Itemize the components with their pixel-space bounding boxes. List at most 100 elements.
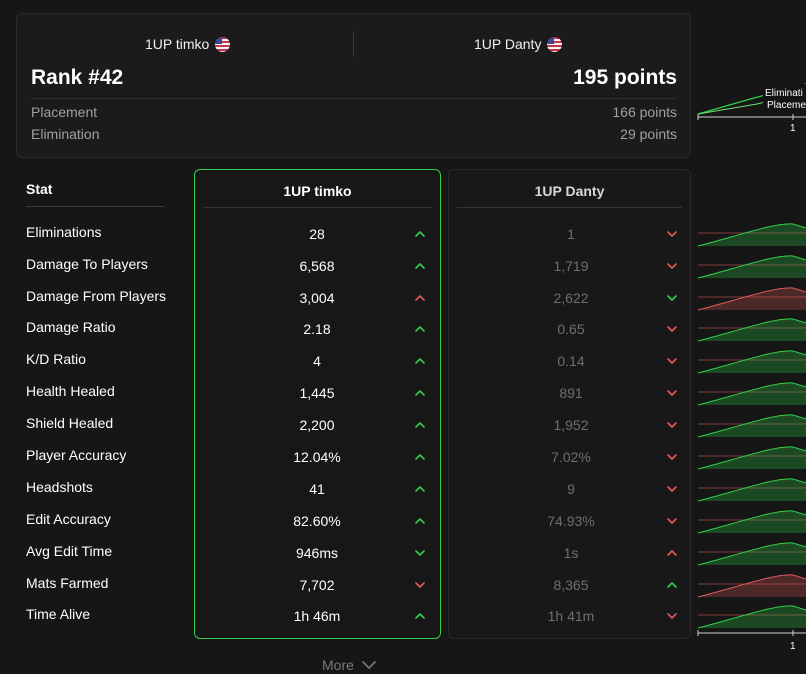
chevron-down-icon bbox=[414, 579, 426, 591]
placement-points: 166 points bbox=[612, 104, 677, 120]
us-flag-icon bbox=[547, 36, 563, 52]
player1-name: 1UP timko bbox=[145, 36, 210, 52]
stat-label: Damage To Players bbox=[26, 256, 148, 272]
sparkline-line bbox=[697, 510, 806, 534]
sparkline-area bbox=[698, 510, 806, 533]
sparkline-line bbox=[697, 574, 806, 598]
sparklines: Eliminati Placeme 1 1 bbox=[697, 83, 806, 652]
player2-stat-value: 1s bbox=[563, 545, 579, 561]
chevron-up-icon bbox=[414, 451, 426, 463]
sparkline-area bbox=[698, 223, 806, 246]
more-button[interactable]: More bbox=[322, 657, 376, 673]
top-chart-axis-label: 1 bbox=[790, 123, 796, 134]
sparkline-line bbox=[697, 605, 806, 629]
stat-label: Health Healed bbox=[26, 383, 115, 399]
player2-stat-value: 9 bbox=[567, 481, 575, 497]
chevron-down-icon bbox=[666, 387, 678, 399]
sparkline-line bbox=[697, 414, 806, 438]
sparkline-line bbox=[697, 478, 806, 502]
sparkline-line bbox=[697, 287, 806, 311]
player1-stat-value: 2.18 bbox=[303, 321, 331, 337]
bottom-chart-axis-label: 1 bbox=[790, 641, 796, 652]
player1-stat-value: 2,200 bbox=[299, 417, 335, 433]
player2-stat-value: 74.93% bbox=[547, 513, 595, 529]
sparkline-area bbox=[698, 318, 806, 341]
chevron-up-icon bbox=[414, 387, 426, 399]
divider bbox=[31, 98, 676, 99]
player1-column-header: 1UP timko bbox=[283, 183, 352, 199]
player2-stat-value: 7.02% bbox=[551, 449, 591, 465]
us-flag-icon bbox=[215, 36, 231, 52]
stat-label: Damage From Players bbox=[26, 288, 167, 304]
player1-stat-value: 1h 46m bbox=[293, 608, 341, 624]
rank-label: Rank #42 bbox=[31, 66, 124, 89]
player2-tag[interactable]: 1UP Danty bbox=[474, 36, 563, 52]
sparkline-area bbox=[698, 382, 806, 405]
chevron-up-icon bbox=[414, 292, 426, 304]
player2-stat-value: 1h 41m bbox=[547, 608, 595, 624]
chevron-down-icon bbox=[666, 323, 678, 335]
player1-stats-column[interactable]: 1UP timko 28 6,568 3,004 2.18 4 1,445 2,200 12.… bbox=[194, 169, 441, 639]
sparkline-line bbox=[697, 318, 806, 342]
chevron-up-icon bbox=[666, 547, 678, 559]
player2-stat-value: 0.65 bbox=[557, 321, 585, 337]
stat-label: Damage Ratio bbox=[26, 319, 116, 335]
trend-sparklines-panel: Eliminati Placeme 1 1 bbox=[697, 0, 806, 674]
sparkline-area bbox=[698, 350, 806, 373]
sparkline-area bbox=[698, 287, 806, 310]
player2-stat-value: 1,719 bbox=[553, 258, 589, 274]
chevron-up-icon bbox=[414, 355, 426, 367]
stat-label: Time Alive bbox=[26, 606, 91, 622]
stat-label: Headshots bbox=[26, 479, 93, 495]
player1-stat-value: 946ms bbox=[295, 545, 339, 561]
player2-stat-value: 1,952 bbox=[553, 417, 589, 433]
player2-stat-value: 8,365 bbox=[553, 577, 589, 593]
top-chart-label-1: Eliminati bbox=[765, 88, 803, 99]
sparkline-line bbox=[697, 255, 806, 279]
chevron-down-icon bbox=[666, 260, 678, 272]
player1-stat-value: 7,702 bbox=[299, 577, 335, 593]
divider bbox=[203, 207, 432, 208]
elimination-points: 29 points bbox=[620, 126, 677, 142]
chevron-up-icon bbox=[414, 610, 426, 622]
chevron-up-icon bbox=[414, 483, 426, 495]
sparkline-line bbox=[697, 382, 806, 406]
elimination-label: Elimination bbox=[31, 126, 100, 142]
top-chart-tooltip bbox=[763, 84, 806, 114]
player2-stat-value: 1 bbox=[567, 226, 575, 242]
stat-label: Avg Edit Time bbox=[26, 543, 113, 559]
player2-column-header: 1UP Danty bbox=[534, 183, 605, 199]
chevron-down-icon bbox=[414, 547, 426, 559]
chevron-down-icon bbox=[666, 228, 678, 240]
placement-label: Placement bbox=[31, 104, 98, 120]
stat-label: Shield Healed bbox=[26, 415, 114, 431]
sparkline-area bbox=[698, 478, 806, 501]
chevron-down-icon bbox=[666, 451, 678, 463]
stat-column-header: Stat bbox=[26, 181, 53, 197]
player2-stat-value: 891 bbox=[559, 385, 583, 401]
sparkline-line bbox=[697, 542, 806, 566]
sparkline-area bbox=[698, 542, 806, 565]
player2-stats-column[interactable]: 1UP Danty 1 1,719 2,622 0.65 0.14 891 1,952 7.0… bbox=[448, 169, 691, 639]
chevron-down-icon bbox=[666, 292, 678, 304]
player1-stat-value: 82.60% bbox=[293, 513, 341, 529]
sparkline-area bbox=[698, 255, 806, 278]
player1-stat-value: 1,445 bbox=[299, 385, 335, 401]
chevron-down-icon bbox=[666, 419, 678, 431]
player1-stat-value: 41 bbox=[309, 481, 325, 497]
stat-label: Eliminations bbox=[26, 224, 102, 240]
player1-tag[interactable]: 1UP timko bbox=[145, 36, 231, 52]
chevron-down-icon bbox=[666, 515, 678, 527]
divider bbox=[26, 206, 165, 207]
chevron-up-icon bbox=[414, 228, 426, 240]
chevron-up-icon bbox=[666, 579, 678, 591]
chevron-up-icon bbox=[414, 323, 426, 335]
chevron-up-icon bbox=[414, 260, 426, 272]
chevron-down-icon bbox=[666, 483, 678, 495]
sparkline-line bbox=[697, 223, 806, 247]
player2-stat-value: 0.14 bbox=[557, 353, 585, 369]
points-summary-card: 1UP timko 1UP Danty Rank #42 195 points … bbox=[16, 13, 691, 158]
top-chart-label-2: Placeme bbox=[767, 100, 806, 111]
stat-label: Edit Accuracy bbox=[26, 511, 111, 527]
player1-stat-value: 12.04% bbox=[293, 449, 341, 465]
